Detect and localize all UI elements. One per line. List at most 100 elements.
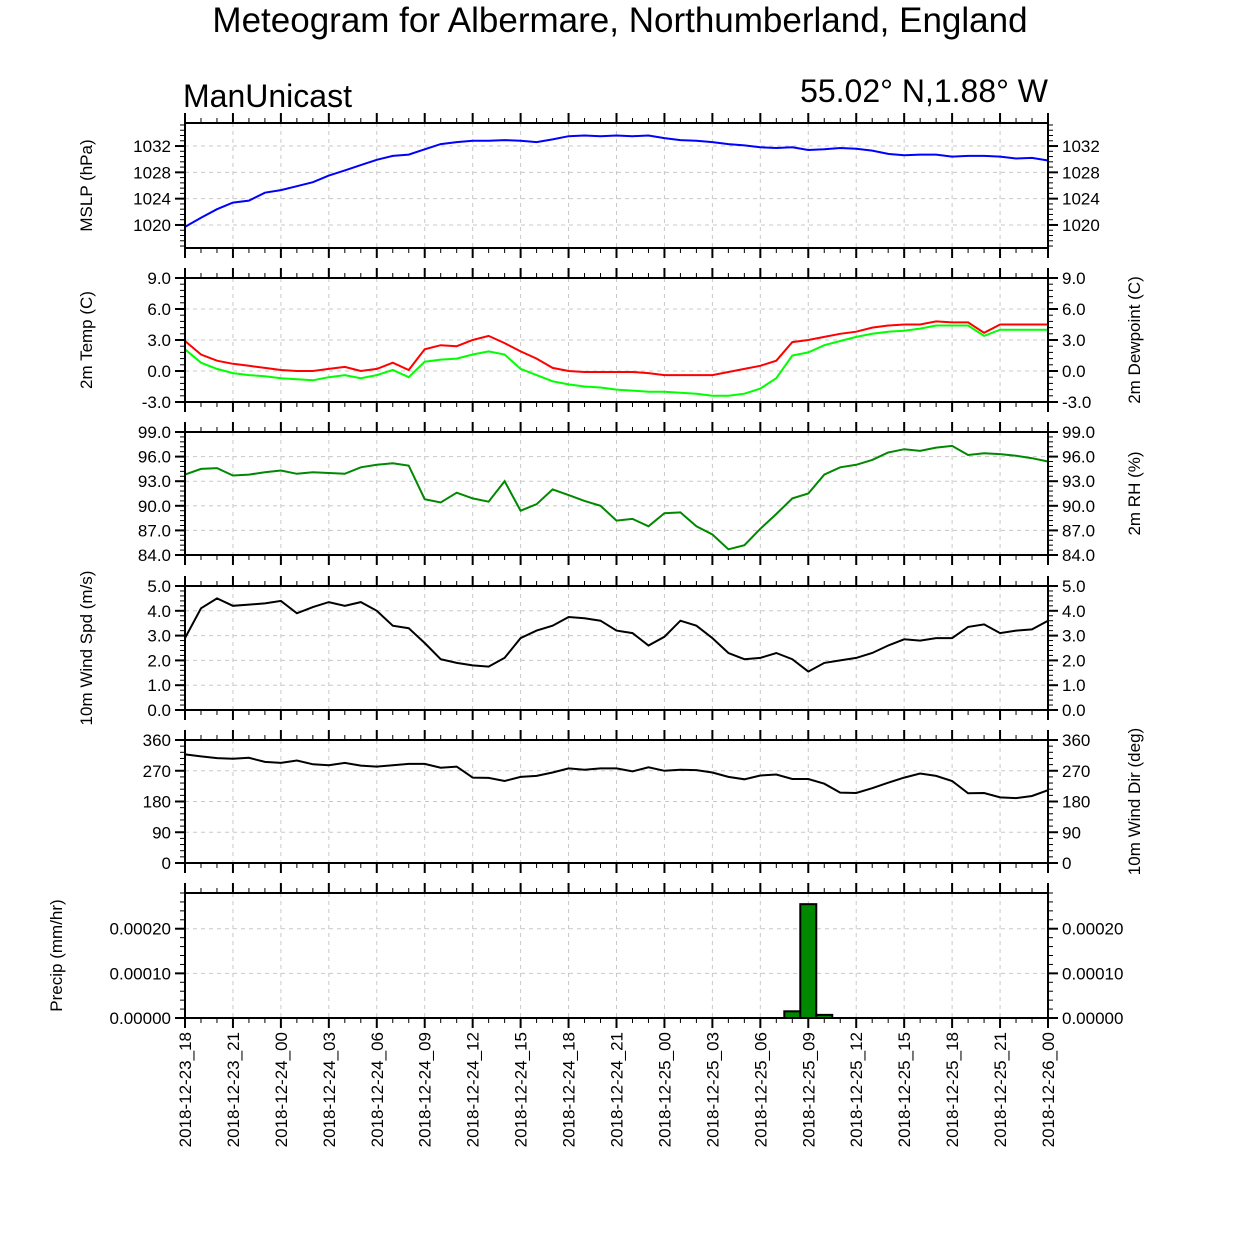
x-tick-label: 2018-12-24_21 bbox=[608, 1032, 627, 1147]
x-tick-label: 2018-12-25_18 bbox=[943, 1032, 962, 1147]
panel-wspd: 0.0 0.0 1.0 1.0 2.0 2.0 3.0 3.0 4.0 4.0 5.0 5.0 10m … bbox=[77, 571, 1086, 726]
x-tick-label: 2018-12-25_03 bbox=[703, 1032, 722, 1147]
y-tick-label-left: 1032 bbox=[133, 137, 171, 156]
chart-title: Meteogram for Albermare, Northumberland,… bbox=[212, 1, 1027, 40]
x-tick-label: 2018-12-24_12 bbox=[464, 1032, 483, 1147]
y-axis-title-left: 2m Temp (C) bbox=[77, 291, 96, 389]
y-tick-label-left: 1.0 bbox=[147, 676, 171, 695]
y-axis-title-left: Precip (mm/hr) bbox=[47, 899, 66, 1011]
y-axis-title-right: 2m Dewpoint (C) bbox=[1125, 276, 1144, 404]
y-tick-label-left: 90 bbox=[152, 823, 171, 842]
panel-temp: -3.0 -3.0 0.0 0.0 3.0 3.0 6.0 6.0 9.0 9.0 2m Temp … bbox=[77, 268, 1144, 412]
y-tick-label-left: 6.0 bbox=[147, 300, 171, 319]
y-tick-label-left: 0.00020 bbox=[110, 920, 171, 939]
panel-precip: 0.00000 0.00000 0.00010 0.00010 0.00020 0.000… bbox=[47, 883, 1123, 1028]
y-tick-label-left: 9.0 bbox=[147, 269, 171, 288]
y-tick-label-right: 3.0 bbox=[1062, 627, 1086, 646]
x-tick-label: 2018-12-25_12 bbox=[847, 1032, 866, 1147]
y-tick-label-left: 5.0 bbox=[147, 577, 171, 596]
x-tick-label: 2018-12-25_21 bbox=[991, 1032, 1010, 1147]
y-tick-label-left: 270 bbox=[143, 762, 171, 781]
y-tick-label-right: 93.0 bbox=[1062, 472, 1095, 491]
y-tick-label-right: 3.0 bbox=[1062, 331, 1086, 350]
y-tick-label-left: 180 bbox=[143, 793, 171, 812]
y-tick-label-left: 84.0 bbox=[138, 546, 171, 565]
x-tick-label: 2018-12-25_06 bbox=[751, 1032, 770, 1147]
y-tick-label-right: 6.0 bbox=[1062, 300, 1086, 319]
y-tick-label-left: 3.0 bbox=[147, 331, 171, 350]
y-tick-label-left: 99.0 bbox=[138, 423, 171, 442]
temp-series-0-line bbox=[184, 320, 1048, 377]
y-axis-title-right: 2m RH (%) bbox=[1125, 451, 1144, 535]
y-tick-label-right: 4.0 bbox=[1062, 602, 1086, 621]
y-tick-label-right: 0.00010 bbox=[1062, 964, 1123, 983]
y-tick-label-left: 2.0 bbox=[147, 651, 171, 670]
x-tick-label: 2018-12-24_00 bbox=[272, 1032, 291, 1147]
y-tick-label-right: 1032 bbox=[1062, 137, 1100, 156]
panels-group: 1020 1020 1024 1024 1028 1028 1032 1032 MSLP (hP… bbox=[47, 113, 1144, 1028]
y-tick-label-right: 96.0 bbox=[1062, 448, 1095, 467]
y-tick-label-right: 2.0 bbox=[1062, 651, 1086, 670]
wspd-series-0-line bbox=[184, 597, 1049, 673]
y-tick-label-left: 0.00010 bbox=[110, 964, 171, 983]
y-tick-label-left: 1024 bbox=[133, 190, 171, 209]
y-tick-label-right: 180 bbox=[1062, 793, 1090, 812]
y-tick-label-left: 360 bbox=[143, 731, 171, 750]
x-tick-label: 2018-12-24_09 bbox=[416, 1032, 435, 1147]
x-tick-labels: 2018-12-23_18 2018-12-23_21 2018-12-24_00 2… bbox=[176, 1032, 1058, 1147]
y-tick-label-right: -3.0 bbox=[1062, 393, 1091, 412]
y-tick-label-right: 87.0 bbox=[1062, 521, 1095, 540]
y-tick-label-right: 1024 bbox=[1062, 190, 1100, 209]
y-tick-label-right: 270 bbox=[1062, 762, 1090, 781]
y-tick-label-left: 0.0 bbox=[147, 362, 171, 381]
y-tick-label-left: 0 bbox=[162, 854, 171, 873]
y-tick-label-right: 9.0 bbox=[1062, 269, 1086, 288]
wdir-series-0-line bbox=[184, 753, 1049, 800]
y-tick-label-left: 0.00000 bbox=[110, 1009, 171, 1028]
precip-bar bbox=[799, 903, 818, 1019]
panel-rh: 84.0 84.0 87.0 87.0 90.0 90.0 93.0 93.0 96.0 96.0… bbox=[138, 422, 1144, 565]
y-axis-title-left: MSLP (hPa) bbox=[77, 139, 96, 231]
temp-series-1-line bbox=[184, 324, 1048, 397]
x-tick-label: 2018-12-24_15 bbox=[512, 1032, 531, 1147]
source-label: ManUnicast bbox=[183, 78, 352, 114]
y-tick-label-right: 0 bbox=[1062, 854, 1071, 873]
y-tick-label-right: 0.0 bbox=[1062, 701, 1086, 720]
x-tick-label: 2018-12-25_00 bbox=[655, 1032, 674, 1147]
x-tick-label: 2018-12-23_21 bbox=[224, 1032, 243, 1147]
y-tick-label-right: 1020 bbox=[1062, 216, 1100, 235]
y-tick-label-left: 96.0 bbox=[138, 448, 171, 467]
y-tick-label-right: 0.0 bbox=[1062, 362, 1086, 381]
y-tick-label-right: 90.0 bbox=[1062, 497, 1095, 516]
y-tick-label-left: 1028 bbox=[133, 163, 171, 182]
x-tick-label: 2018-12-23_18 bbox=[176, 1032, 195, 1147]
y-tick-label-left: 87.0 bbox=[138, 521, 171, 540]
precip-bar bbox=[783, 1010, 802, 1020]
y-axis-title-left: 10m Wind Spd (m/s) bbox=[77, 571, 96, 726]
panel-mslp: 1020 1020 1024 1024 1028 1028 1032 1032 MSLP (hP… bbox=[77, 113, 1100, 258]
y-tick-label-right: 0.00020 bbox=[1062, 920, 1123, 939]
y-tick-label-left: 1020 bbox=[133, 216, 171, 235]
x-tick-label: 2018-12-25_15 bbox=[895, 1032, 914, 1147]
y-tick-label-left: -3.0 bbox=[142, 393, 171, 412]
y-tick-label-left: 93.0 bbox=[138, 472, 171, 491]
y-tick-label-right: 90 bbox=[1062, 823, 1081, 842]
y-tick-label-right: 0.00000 bbox=[1062, 1009, 1123, 1028]
x-tick-label: 2018-12-26_00 bbox=[1039, 1032, 1058, 1147]
x-tick-label: 2018-12-24_06 bbox=[368, 1032, 387, 1147]
x-tick-label: 2018-12-25_09 bbox=[799, 1032, 818, 1147]
panel-wdir: 0 0 90 90 180 180 270 270 360 360 10m Wind Dir (de… bbox=[143, 728, 1144, 875]
y-axis-title-right: 10m Wind Dir (deg) bbox=[1125, 728, 1144, 875]
x-tick-label: 2018-12-24_18 bbox=[560, 1032, 579, 1147]
x-tick-label: 2018-12-24_03 bbox=[320, 1032, 339, 1147]
rh-series-0-line bbox=[184, 444, 1049, 551]
y-tick-label-left: 0.0 bbox=[147, 701, 171, 720]
y-tick-label-right: 1.0 bbox=[1062, 676, 1086, 695]
y-tick-label-right: 84.0 bbox=[1062, 546, 1095, 565]
location-label: 55.02° N,1.88° W bbox=[800, 73, 1049, 109]
y-tick-label-left: 90.0 bbox=[138, 497, 171, 516]
y-tick-label-right: 1028 bbox=[1062, 163, 1100, 182]
y-tick-label-right: 99.0 bbox=[1062, 423, 1095, 442]
y-tick-label-left: 3.0 bbox=[147, 627, 171, 646]
